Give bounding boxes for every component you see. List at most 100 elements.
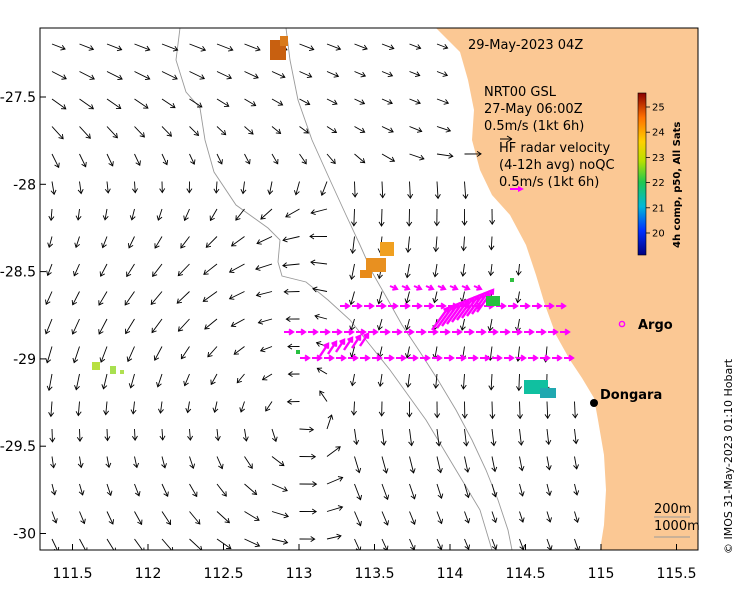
radar-arrow: [335, 338, 346, 353]
sst-patch-north-b: [280, 36, 288, 46]
x-axis: 111.5 112 112.5 113 113.5 114 114.5 115 115.5: [52, 544, 697, 582]
x-tick-label: 112: [135, 566, 162, 582]
radar-arrow: [432, 354, 443, 362]
model-arrow: [409, 126, 423, 133]
model-arrow: [134, 153, 141, 166]
model-arrow: [159, 428, 166, 441]
model-arrow: [326, 43, 342, 51]
model-arrow: [405, 236, 412, 253]
radar-arrow: [500, 328, 511, 336]
model-arrow: [434, 181, 441, 200]
radar-arrow: [504, 354, 515, 362]
model-arrow: [185, 401, 192, 414]
model-arrow: [124, 291, 135, 306]
model-arrow: [79, 511, 86, 525]
bathy-1000-label: 1000m: [654, 519, 700, 534]
model-arrow: [379, 181, 386, 199]
model-arrow: [515, 263, 522, 276]
model-arrow: [354, 456, 362, 474]
radar-arrow: [359, 332, 370, 347]
model-arrow: [310, 208, 328, 216]
model-arrow: [183, 208, 190, 222]
radar-arrow: [548, 328, 559, 336]
model-arrow: [189, 98, 203, 108]
model-arrow: [228, 291, 245, 300]
model-arrow: [134, 71, 151, 81]
model-arrow: [189, 153, 196, 165]
radar-arrow: [356, 328, 367, 336]
model-arrow: [546, 511, 552, 523]
radar-arrow: [308, 328, 319, 336]
model-arrow: [409, 98, 421, 105]
sst-patch-mid-3: [360, 270, 372, 278]
model-arrow: [326, 71, 340, 78]
model-arrow: [51, 98, 67, 110]
colorbar: 20 21 22 23 24 25 4h comp, p50, All Sats: [637, 92, 683, 256]
radar-arrow: [449, 284, 459, 291]
model-arrow: [464, 511, 471, 524]
model-arrow: [244, 98, 257, 107]
plot-frame: [39, 27, 699, 551]
model-arrow: [216, 483, 227, 497]
model-arrow: [130, 401, 137, 415]
model-arrow: [244, 43, 261, 52]
model-arrow: [79, 98, 95, 110]
model-arrow: [74, 236, 81, 249]
model-arrow: [491, 456, 498, 473]
model-arrow: [79, 153, 87, 168]
model-arrow: [381, 71, 394, 78]
radar-arrow: [396, 354, 407, 362]
model-arrow: [409, 511, 417, 525]
model-arrow: [406, 401, 413, 418]
model-arrow: [207, 346, 218, 358]
model-arrow: [461, 208, 468, 226]
model-arrow: [216, 538, 232, 550]
model-arrow: [436, 538, 443, 550]
model-arrow: [216, 98, 230, 107]
model-arrow: [134, 126, 145, 138]
model-arrow: [436, 126, 452, 133]
model-arrow: [73, 263, 80, 277]
model-arrow: [256, 236, 273, 245]
model-arrow: [436, 456, 443, 474]
radar-arrow: [473, 284, 483, 291]
model-arrow: [77, 181, 84, 195]
model-arrow: [354, 71, 367, 78]
model-arrow: [518, 511, 525, 523]
radar-arrow: [352, 302, 363, 310]
radar-arrow: [388, 302, 399, 310]
dongara-marker: [590, 399, 598, 407]
model-arrow: [189, 538, 203, 550]
model-arrow: [285, 208, 300, 218]
model-arrow: [433, 208, 440, 227]
model-arrow: [460, 373, 467, 390]
model-arrow: [103, 401, 110, 416]
model-arrow: [244, 538, 261, 548]
radar-legend-line1: HF radar velocity: [499, 141, 611, 156]
x-tick-label: 114: [437, 566, 464, 582]
model-arrow: [409, 153, 425, 161]
dongara-label: Dongara: [600, 388, 662, 403]
model-arrow: [516, 373, 522, 392]
model-arrow: [104, 181, 111, 194]
x-tick-label: 111.5: [52, 566, 92, 582]
radar-arrow: [332, 328, 343, 336]
model-arrow: [381, 538, 389, 550]
model-arrow: [236, 373, 245, 384]
model-arrow: [106, 483, 113, 497]
model-arrow: [106, 43, 123, 52]
model-arrow: [265, 401, 273, 412]
model-legend-time: 27-May 06:00Z: [484, 102, 583, 117]
model-arrow: [320, 181, 328, 196]
model-arrow: [354, 126, 366, 133]
model-arrow: [460, 236, 467, 252]
colorbar-tick-label: 21: [652, 203, 665, 214]
sst-patch-green-dot: [510, 278, 514, 282]
model-arrow: [518, 456, 525, 472]
model-arrow: [377, 373, 384, 388]
model-arrow: [545, 456, 552, 471]
model-arrow: [409, 456, 416, 474]
model-arrow: [299, 536, 316, 543]
radar-arrow: [492, 354, 503, 362]
model-arrow: [213, 181, 220, 194]
